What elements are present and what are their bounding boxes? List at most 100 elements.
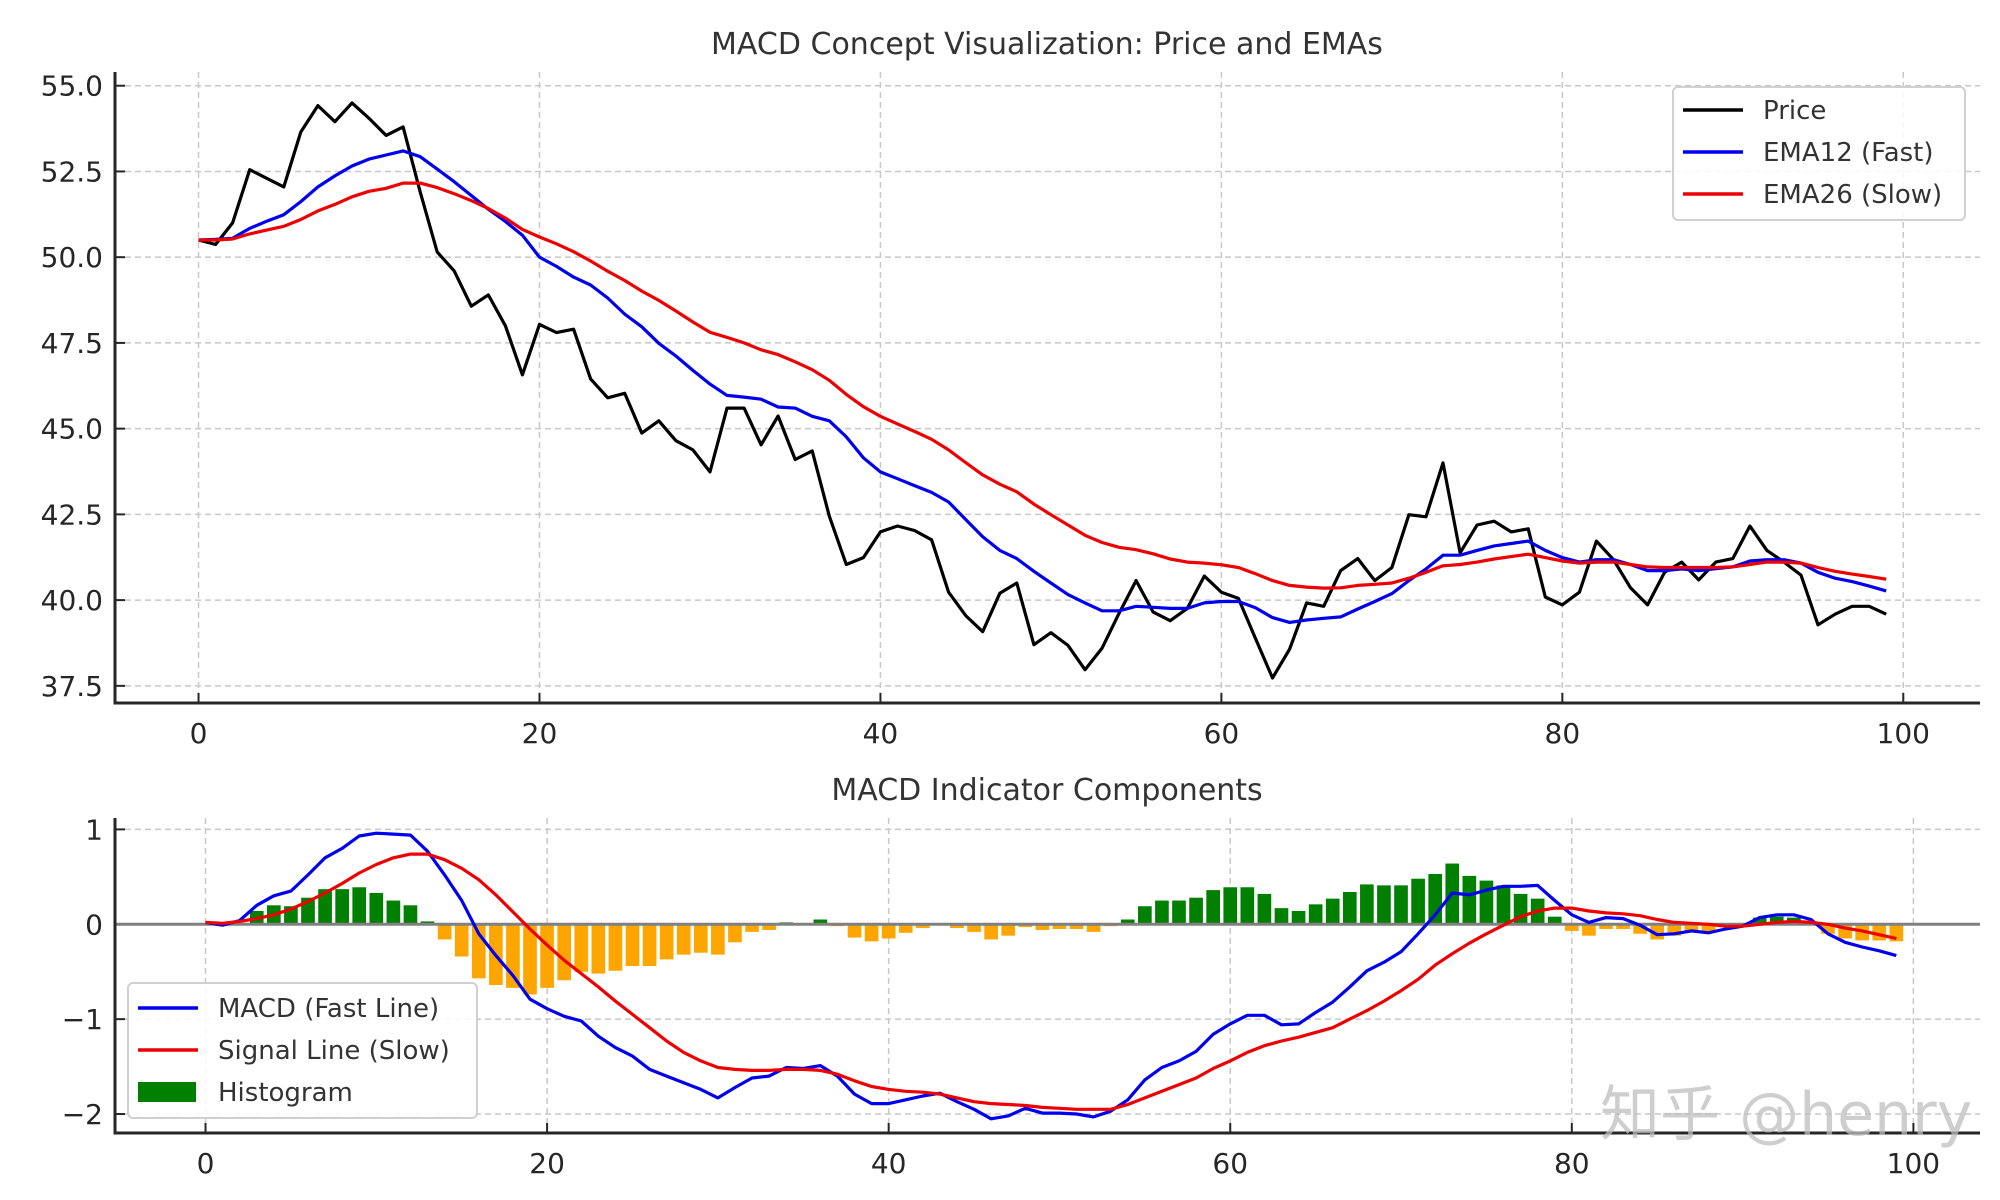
histogram-bar: [403, 905, 418, 925]
histogram-bars: [198, 863, 1904, 995]
y-tick-label: 50.0: [41, 241, 103, 274]
legend-frame: [127, 982, 478, 1119]
series-line-ema26-slow: [198, 181, 1887, 590]
x-tick-label: 0: [197, 1147, 215, 1180]
histogram-bar: [693, 924, 708, 953]
histogram-bar: [864, 924, 879, 942]
histogram-bar: [557, 924, 572, 981]
histogram-bar: [1120, 919, 1135, 925]
x-tick-label: 100: [1887, 1147, 1940, 1180]
histogram-bar: [1035, 924, 1050, 930]
legend-label-ema12: EMA12 (Fast): [1763, 138, 1934, 168]
y-tick-label: 47.5: [41, 327, 103, 360]
histogram-bar: [984, 924, 998, 940]
legend-swatch-histogram: [138, 1082, 196, 1102]
histogram-bar: [967, 924, 981, 932]
histogram-bar: [540, 924, 554, 988]
histogram-bar: [591, 924, 606, 974]
legend-label-histogram: Histogram: [218, 1078, 353, 1108]
histogram-bar: [1633, 924, 1647, 934]
histogram-bar: [1394, 885, 1408, 925]
histogram-bar: [352, 887, 367, 925]
histogram-bar: [1599, 924, 1613, 930]
x-tick-label: 0: [190, 717, 208, 750]
histogram-bar: [915, 924, 930, 929]
histogram-bar: [1769, 916, 1784, 925]
histogram-bar: [1582, 924, 1596, 936]
histogram-bar: [1684, 924, 1699, 932]
histogram-bar: [1223, 887, 1238, 925]
histogram-bar: [1069, 924, 1084, 930]
series-line-ema12-fast: [198, 149, 1887, 625]
histogram-bar: [1821, 924, 1835, 934]
series-line-macd-fast-line: [205, 831, 1897, 1121]
histogram-bar: [1206, 890, 1220, 925]
histogram-bar: [745, 924, 759, 932]
histogram-bar: [1274, 908, 1289, 925]
macd-indicator-chart: MACD Indicator Components 0 20 40 60 80 100 −2…: [62, 773, 1980, 1180]
y-tick-label: 1: [85, 813, 103, 846]
histogram-bar: [1616, 924, 1630, 930]
x-tick-label: 60: [1212, 1147, 1248, 1180]
y-tick-label: 45.0: [41, 413, 103, 446]
y-tick-label: 0: [85, 908, 103, 941]
histogram-bar: [1411, 878, 1425, 925]
y-tick-label: 37.5: [41, 670, 103, 703]
y-tick-label: −1: [62, 1003, 103, 1036]
series-line-signal-line-slow: [205, 852, 1897, 1111]
histogram-bar: [318, 889, 332, 925]
histogram-bar: [1479, 880, 1494, 925]
x-tick-label: 80: [1554, 1147, 1590, 1180]
histogram-bar: [1189, 897, 1203, 925]
histogram-bar: [574, 924, 589, 972]
histogram-bar: [728, 924, 742, 943]
series-line-price: [198, 101, 1887, 680]
x-tick-label: 20: [529, 1147, 565, 1180]
histogram-bar: [1667, 924, 1682, 936]
x-tick-label: 80: [1545, 717, 1581, 750]
x-tick-label: 40: [863, 717, 899, 750]
histogram-bar: [454, 924, 469, 957]
macd-chart-title: MACD Indicator Components: [831, 773, 1262, 808]
price-legend: Price EMA12 (Fast) EMA26 (Slow): [1672, 86, 1966, 221]
histogram-bar: [898, 924, 913, 933]
histogram-bar: [523, 924, 537, 995]
histogram-bar: [437, 924, 452, 940]
legend-label-macd: MACD (Fast Line): [218, 994, 439, 1024]
histogram-bar: [608, 924, 623, 971]
legend-label-price: Price: [1763, 96, 1826, 126]
histogram-bar: [1342, 892, 1357, 925]
histogram-bar: [1001, 924, 1016, 936]
y-tick-label: −2: [62, 1098, 103, 1131]
y-tick-label: 52.5: [41, 155, 103, 188]
histogram-bar: [335, 889, 349, 925]
histogram-bar: [659, 924, 674, 960]
histogram-bar: [711, 924, 725, 955]
histogram-bar: [1547, 916, 1562, 925]
price-chart-title: MACD Concept Visualization: Price and EM…: [711, 27, 1383, 62]
legend-label-ema26: EMA26 (Slow): [1763, 180, 1942, 210]
histogram-bar: [1325, 898, 1340, 925]
histogram-bar: [506, 924, 520, 988]
histogram-bar: [950, 924, 964, 929]
histogram-bar: [1291, 910, 1306, 925]
histogram-bar: [1257, 893, 1272, 925]
y-tick-label: 40.0: [41, 584, 103, 617]
histogram-bar: [1172, 900, 1186, 925]
y-tick-label: 42.5: [41, 498, 103, 531]
histogram-bar: [642, 924, 657, 967]
histogram-bar: [1752, 917, 1767, 925]
watermark: 知乎 @henry: [1600, 1080, 1972, 1150]
histogram-bar: [1564, 924, 1579, 931]
histogram-bar: [1360, 884, 1374, 925]
histogram-bar: [1377, 885, 1391, 925]
histogram-bar: [762, 924, 776, 930]
histogram-bar: [369, 892, 384, 925]
y-tick-label: 55.0: [41, 70, 103, 103]
histogram-bar: [1240, 887, 1255, 925]
x-tick-label: 20: [522, 717, 558, 750]
histogram-bar: [1086, 924, 1101, 932]
x-tick-label: 100: [1877, 717, 1930, 750]
histogram-bar: [625, 924, 640, 967]
